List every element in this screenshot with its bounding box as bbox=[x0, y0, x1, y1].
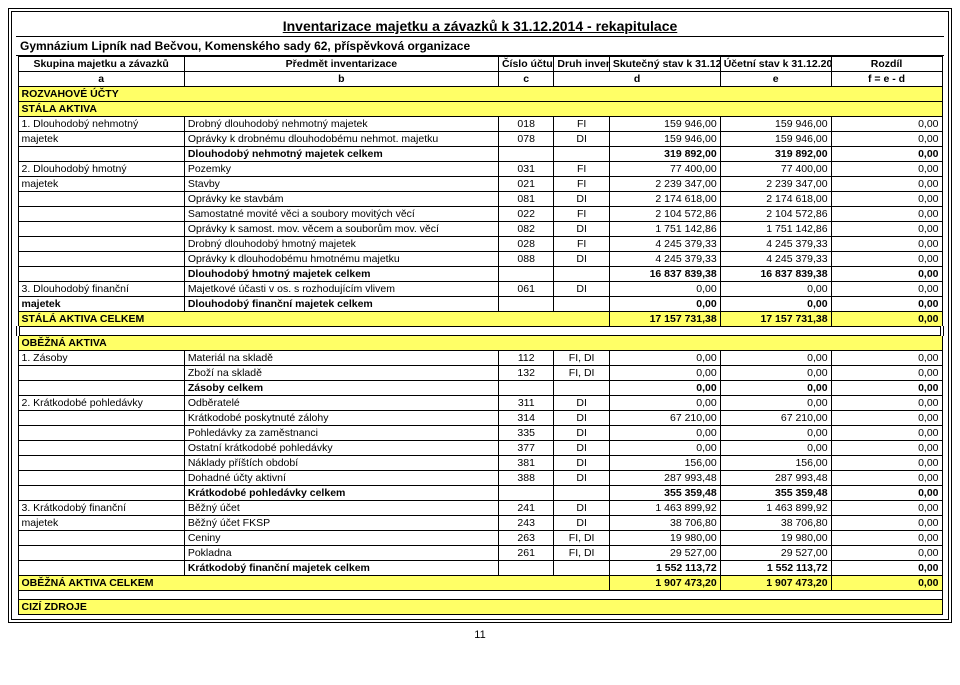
table-row: Krátkodobé poskytnuté zálohy 314 DI 67 2… bbox=[18, 411, 942, 426]
total-stala-aktiva: STÁLÁ AKTIVA CELKEM 17 157 731,38 17 157… bbox=[18, 312, 942, 327]
table-row: Oprávky k dlouhodobému hmotnému majetku … bbox=[18, 252, 942, 267]
hdr-g: Rozdíl bbox=[831, 57, 942, 72]
group-5: 2. Krátkodobé pohledávky bbox=[18, 396, 184, 411]
group-3b: majetek bbox=[18, 297, 184, 312]
header-row-1: Skupina majetku a závazků Předmět invent… bbox=[18, 57, 942, 72]
total-obezna-aktiva: OBĚŽNÁ AKTIVA CELKEM 1 907 473,20 1 907 … bbox=[18, 576, 942, 591]
table-row-subtotal: Zásoby celkem 0,00 0,00 0,00 bbox=[18, 381, 942, 396]
table-row: 2. Dlouhodobý hmotný Pozemky 031 FI 77 4… bbox=[18, 162, 942, 177]
table-row: Ostatní krátkodobé pohledávky 377 DI 0,0… bbox=[18, 441, 942, 456]
hdr-f: Účetní stav k 31.12.2014 bbox=[720, 57, 831, 72]
hdr-c: Číslo účtu bbox=[498, 57, 553, 72]
section-rozvahove: ROZVAHOVÉ ÚČTY bbox=[18, 87, 942, 102]
table-row-subtotal: Dlouhodobý nehmotný majetek celkem 319 8… bbox=[18, 147, 942, 162]
hdr-b: Předmět inventarizace bbox=[184, 57, 498, 72]
hdr2-c: c bbox=[498, 72, 553, 87]
table-row-subtotal: Dlouhodobý hmotný majetek celkem 16 837 … bbox=[18, 267, 942, 282]
page-title: Inventarizace majetku a závazků k 31.12.… bbox=[16, 16, 944, 36]
table-row-subtotal: Krátkodobé pohledávky celkem 355 359,48 … bbox=[18, 486, 942, 501]
table-row: Pokladna 261 FI, DI 29 527,00 29 527,00 … bbox=[18, 546, 942, 561]
table-row: Drobný dlouhodobý hmotný majetek 028 FI … bbox=[18, 237, 942, 252]
hdr2-b: b bbox=[184, 72, 498, 87]
group-2b: majetek bbox=[18, 177, 184, 192]
page-border: Inventarizace majetku a závazků k 31.12.… bbox=[8, 8, 952, 623]
hdr-e: Skutečný stav k 31.12.2014 bbox=[609, 57, 720, 72]
group-1b: majetek bbox=[18, 132, 184, 147]
hdr2-f: f = e - d bbox=[831, 72, 942, 87]
inventory-table: Skupina majetku a závazků Předmět invent… bbox=[16, 56, 944, 615]
table-row: 1. Zásoby Materiál na skladě 112 FI, DI … bbox=[18, 351, 942, 366]
table-row: 1. Dlouhodobý nehmotný Drobný dlouhodobý… bbox=[18, 117, 942, 132]
spacer-row bbox=[18, 327, 942, 336]
section-cizi-zdroje: CIZÍ ZDROJE bbox=[18, 600, 942, 615]
group-6b: majetek bbox=[18, 516, 184, 531]
group-4: 1. Zásoby bbox=[18, 351, 184, 366]
table-row: Oprávky k samost. mov. věcem a souborům … bbox=[18, 222, 942, 237]
table-row: Náklady příštích období 381 DI 156,00 15… bbox=[18, 456, 942, 471]
table-row: 3. Dlouhodobý finanční Majetkové účasti … bbox=[18, 282, 942, 297]
table-row: 2. Krátkodobé pohledávky Odběratelé 311 … bbox=[18, 396, 942, 411]
hdr-a: Skupina majetku a závazků bbox=[18, 57, 184, 72]
spacer-row bbox=[18, 591, 942, 600]
header-row-2: a b c d e f = e - d bbox=[18, 72, 942, 87]
hdr2-d: d bbox=[554, 72, 720, 87]
table-row: Samostatné movité věci a soubory movitýc… bbox=[18, 207, 942, 222]
page-number: 11 bbox=[8, 623, 952, 641]
section-obezna-aktiva: OBĚŽNÁ AKTIVA bbox=[18, 336, 942, 351]
group-6a: 3. Krátkodobý finanční bbox=[18, 501, 184, 516]
hdr2-a: a bbox=[18, 72, 184, 87]
page-subtitle: Gymnázium Lipník nad Bečvou, Komenského … bbox=[16, 36, 944, 56]
table-row: 3. Krátkodobý finanční Běžný účet 241 DI… bbox=[18, 501, 942, 516]
table-row: majetek Stavby 021 FI 2 239 347,00 2 239… bbox=[18, 177, 942, 192]
table-row: majetek Oprávky k drobnému dlouhodobému … bbox=[18, 132, 942, 147]
hdr-d: Druh inventury bbox=[554, 57, 609, 72]
table-row: Ceniny 263 FI, DI 19 980,00 19 980,00 0,… bbox=[18, 531, 942, 546]
table-row: majetek Běžný účet FKSP 243 DI 38 706,80… bbox=[18, 516, 942, 531]
hdr2-e: e bbox=[720, 72, 831, 87]
table-row: Pohledávky za zaměstnanci 335 DI 0,00 0,… bbox=[18, 426, 942, 441]
group-3a: 3. Dlouhodobý finanční bbox=[18, 282, 184, 297]
table-row-subtotal: majetek Dlouhodobý finanční majetek celk… bbox=[18, 297, 942, 312]
group-1a: 1. Dlouhodobý nehmotný bbox=[18, 117, 184, 132]
section-stala-aktiva: STÁLA AKTIVA bbox=[18, 102, 942, 117]
table-row: Dohadné účty aktivní 388 DI 287 993,48 2… bbox=[18, 471, 942, 486]
group-2a: 2. Dlouhodobý hmotný bbox=[18, 162, 184, 177]
table-row: Zboží na skladě 132 FI, DI 0,00 0,00 0,0… bbox=[18, 366, 942, 381]
table-row: Oprávky ke stavbám 081 DI 2 174 618,00 2… bbox=[18, 192, 942, 207]
table-row-subtotal: Krátkodobý finanční majetek celkem 1 552… bbox=[18, 561, 942, 576]
